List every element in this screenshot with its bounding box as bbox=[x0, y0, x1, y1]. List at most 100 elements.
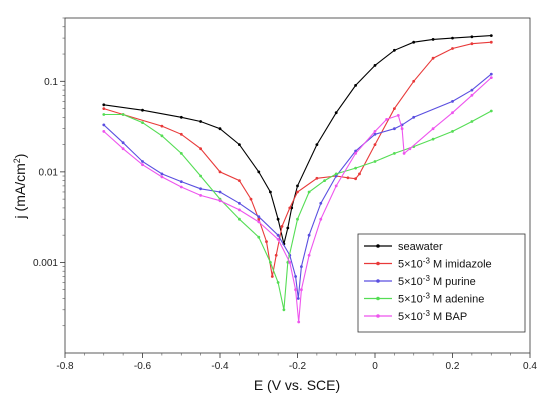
data-point bbox=[199, 187, 203, 191]
data-point bbox=[121, 147, 125, 151]
legend-label-part: seawater bbox=[398, 241, 443, 253]
data-point bbox=[393, 107, 396, 110]
data-point bbox=[160, 172, 164, 176]
data-point bbox=[358, 172, 361, 176]
data-point bbox=[288, 206, 292, 210]
y-tick-label: 0.001 bbox=[33, 258, 58, 269]
legend-label: 5×10-3 M BAP bbox=[398, 309, 467, 323]
data-point bbox=[179, 185, 183, 189]
data-point bbox=[270, 275, 274, 278]
data-point bbox=[238, 143, 241, 147]
legend-label: 5×10-3 M purine bbox=[398, 274, 476, 288]
data-point bbox=[470, 120, 474, 123]
series-2 bbox=[102, 72, 493, 300]
data-point bbox=[199, 147, 203, 151]
data-point bbox=[121, 141, 125, 145]
data-point bbox=[199, 120, 203, 123]
legend-entry: 5×10-3 M BAP bbox=[364, 309, 467, 323]
data-point bbox=[373, 64, 377, 67]
data-point bbox=[296, 297, 300, 300]
data-point bbox=[334, 172, 338, 176]
legend-label: 5×10-3 M imidazole bbox=[398, 257, 492, 271]
data-point bbox=[300, 288, 303, 292]
series-layer bbox=[102, 34, 493, 324]
data-point bbox=[307, 233, 311, 237]
data-point bbox=[286, 261, 290, 264]
x-tick-label: 0.2 bbox=[446, 361, 460, 372]
data-point bbox=[218, 199, 222, 203]
data-point bbox=[102, 123, 106, 127]
y-tick-label: 0.1 bbox=[44, 77, 58, 88]
data-point bbox=[141, 163, 144, 167]
x-axis: -0.8 -0.6 -0.4 -0.2 0 0.2 0.4 bbox=[56, 353, 537, 372]
legend-marker bbox=[376, 314, 380, 318]
data-point bbox=[373, 130, 377, 133]
legend-label-exponent: -3 bbox=[423, 292, 431, 301]
data-point bbox=[269, 190, 272, 194]
legend-label: 5×10-3 M adenine bbox=[398, 292, 484, 306]
legend-marker bbox=[376, 261, 380, 266]
data-point bbox=[179, 180, 183, 184]
data-point bbox=[296, 190, 299, 194]
data-point bbox=[179, 132, 183, 136]
data-point bbox=[121, 113, 125, 116]
legend-label-part: 5×10 bbox=[398, 311, 423, 323]
legend-marker bbox=[376, 279, 380, 283]
data-point bbox=[296, 217, 299, 221]
data-point bbox=[393, 127, 396, 131]
y-axis-label-close: ) bbox=[12, 154, 28, 159]
x-tick-label: -0.2 bbox=[289, 361, 307, 372]
data-point bbox=[451, 130, 454, 133]
data-point bbox=[373, 132, 377, 136]
series-line bbox=[103, 77, 492, 323]
legend-entry: seawater bbox=[364, 241, 443, 253]
data-point bbox=[141, 108, 144, 112]
data-point bbox=[238, 217, 241, 221]
data-point bbox=[451, 47, 454, 50]
data-point bbox=[102, 107, 106, 110]
data-point bbox=[315, 176, 319, 180]
data-point bbox=[470, 88, 474, 92]
data-point bbox=[385, 118, 388, 121]
data-point bbox=[257, 217, 261, 221]
data-point bbox=[412, 40, 416, 44]
data-point bbox=[319, 217, 323, 221]
data-point bbox=[489, 72, 493, 76]
data-point bbox=[346, 176, 350, 180]
legend-label-part: 5×10 bbox=[398, 276, 423, 288]
data-point bbox=[402, 152, 406, 155]
data-point bbox=[102, 113, 106, 116]
data-point bbox=[451, 111, 454, 115]
data-point bbox=[412, 115, 416, 119]
data-point bbox=[179, 152, 183, 155]
data-point bbox=[218, 170, 222, 174]
data-point bbox=[300, 265, 303, 268]
legend-entry: 5×10-3 M imidazole bbox=[364, 257, 492, 271]
data-point bbox=[431, 137, 435, 141]
data-point bbox=[470, 93, 474, 97]
y-axis-label: j (mA/cm2) bbox=[12, 154, 28, 220]
data-point bbox=[288, 261, 292, 264]
legend-label-part: M imidazole bbox=[430, 259, 492, 271]
data-point bbox=[451, 36, 454, 40]
data-point bbox=[218, 127, 222, 131]
data-point bbox=[393, 48, 396, 52]
y-axis-label-sup: 2 bbox=[12, 158, 22, 163]
data-point bbox=[249, 197, 253, 201]
x-tick-label: -0.8 bbox=[56, 361, 74, 372]
data-point bbox=[315, 143, 319, 147]
legend-label: seawater bbox=[398, 241, 443, 253]
data-point bbox=[276, 217, 280, 221]
data-point bbox=[199, 174, 203, 178]
legend-marker bbox=[376, 244, 380, 248]
data-point bbox=[160, 134, 164, 138]
y-axis: 0.001 0.01 0.1 bbox=[33, 17, 65, 327]
data-point bbox=[286, 226, 290, 230]
data-point bbox=[334, 184, 338, 188]
series-1 bbox=[102, 40, 493, 278]
data-point bbox=[396, 114, 400, 117]
x-axis-label: E (V vs. SCE) bbox=[254, 377, 340, 393]
data-point bbox=[354, 84, 357, 87]
data-point bbox=[218, 190, 222, 194]
